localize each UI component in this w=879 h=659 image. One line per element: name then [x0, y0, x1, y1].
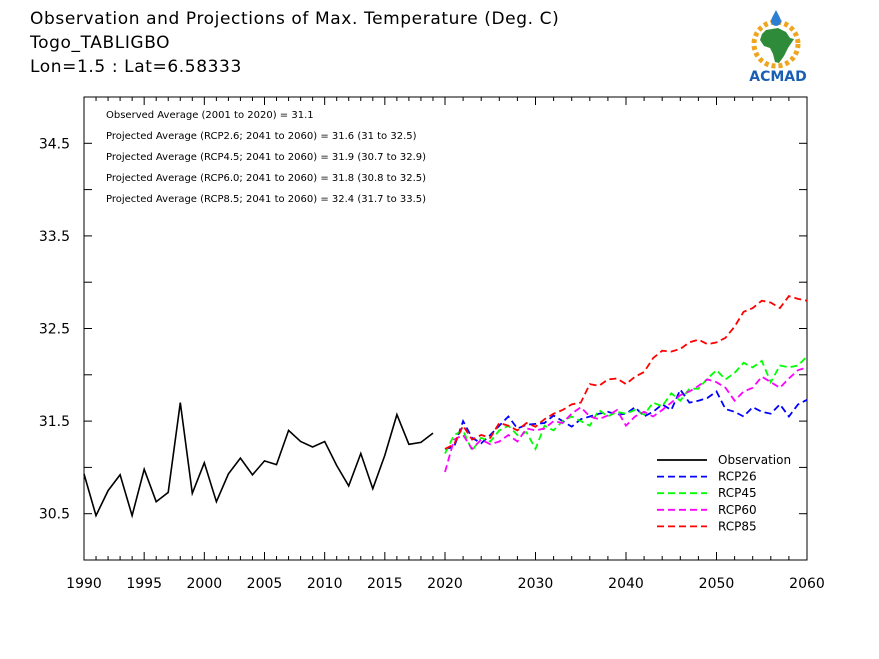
chart-title: Observation and Projections of Max. Temp… — [30, 9, 560, 29]
legend: Observation RCP26 RCP45 RCP60 RCP85 — [657, 453, 791, 533]
stats-line: Projected Average (RCP2.6; 2041 to 2060)… — [106, 131, 417, 142]
y-tick-label: 30.5 — [39, 507, 70, 523]
y-axis-labels: 30.5 31.5 32.5 33.5 34.5 — [39, 136, 70, 522]
x-axis-labels: 1990 1995 2000 2005 2010 2015 2020 2030 2040 2050… — [66, 576, 825, 592]
legend-label: RCP60 — [718, 503, 757, 517]
y-tick-label: 31.5 — [39, 414, 70, 430]
acmad-logo: ACMAD — [749, 10, 807, 84]
series-lines — [83, 295, 808, 519]
stats-panel: Observed Average (2001 to 2020) = 31.1 Pr… — [106, 110, 426, 205]
legend-label: Observation — [718, 453, 791, 467]
y-tick-label: 33.5 — [39, 229, 70, 245]
series-line-observation — [83, 402, 434, 519]
legend-label: RCP26 — [718, 470, 757, 484]
y-tick-label: 32.5 — [39, 322, 70, 338]
x-tick-label: 2040 — [608, 576, 644, 592]
stats-line: Observed Average (2001 to 2020) = 31.1 — [106, 110, 314, 121]
x-tick-label: 2010 — [307, 576, 343, 592]
stats-line: Projected Average (RCP4.5; 2041 to 2060)… — [106, 152, 426, 163]
series-line-rcp45 — [444, 355, 808, 454]
acmad-logo-text: ACMAD — [749, 69, 807, 84]
y-tick-label: 34.5 — [39, 136, 70, 152]
series-line-rcp60 — [444, 366, 808, 473]
stats-line: Projected Average (RCP6.0; 2041 to 2060)… — [106, 173, 426, 184]
axis-ticks — [83, 97, 808, 560]
x-tick-label: 2005 — [247, 576, 283, 592]
x-tick-label: 2015 — [367, 576, 403, 592]
legend-label: RCP85 — [718, 519, 757, 533]
x-tick-label: 2030 — [518, 576, 554, 592]
x-tick-label: 2020 — [427, 576, 463, 592]
x-tick-label: 2050 — [699, 576, 735, 592]
coordinates-label: Lon=1.5 : Lat=6.58333 — [30, 57, 242, 77]
x-tick-label: 1995 — [126, 576, 162, 592]
stats-line: Projected Average (RCP8.5; 2041 to 2060)… — [106, 194, 426, 205]
station-name: Togo_TABLIGBO — [30, 33, 171, 53]
x-tick-label: 1990 — [66, 576, 102, 592]
x-tick-label: 2060 — [789, 576, 825, 592]
x-tick-label: 2000 — [187, 576, 223, 592]
africa-map-icon — [751, 10, 801, 69]
series-line-rcp85 — [444, 295, 808, 450]
series-line-rcp26 — [444, 387, 808, 450]
legend-label: RCP45 — [718, 486, 757, 500]
